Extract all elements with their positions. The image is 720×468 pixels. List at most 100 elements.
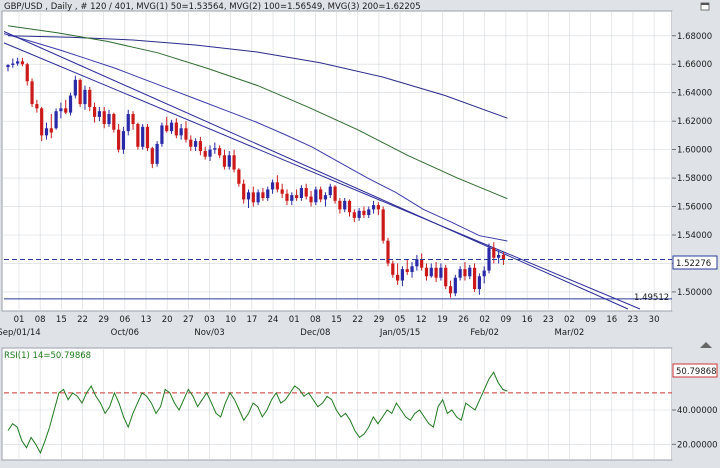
- bullish-candle: [44, 122, 49, 140]
- candle-body: [92, 106, 97, 117]
- candle-body: [396, 274, 400, 281]
- bearish-candle: [261, 188, 265, 201]
- candle-body: [83, 89, 87, 105]
- candle-body: [266, 189, 270, 198]
- date-tick-label: 08: [35, 315, 46, 325]
- candle-body: [222, 155, 227, 167]
- rsi-tick-label: 40.00000: [677, 406, 718, 416]
- candle-body: [198, 141, 202, 152]
- date-tick-label: 15: [56, 315, 67, 325]
- bearish-candle: [150, 146, 154, 169]
- candle-body: [97, 111, 101, 117]
- bullish-candle: [16, 57, 20, 66]
- candle-body: [290, 195, 294, 201]
- month-tick-label: Oct/06: [111, 328, 139, 338]
- date-tick-label: 17: [246, 315, 257, 325]
- date-tick-label: 20: [162, 315, 173, 325]
- candle-body: [477, 276, 481, 290]
- candle-body: [189, 139, 193, 147]
- bullish-candle: [73, 75, 77, 99]
- bearish-candle: [88, 87, 92, 112]
- date-tick-label: 05: [395, 315, 406, 325]
- candle-body: [420, 259, 424, 268]
- candle-body: [40, 108, 44, 136]
- bullish-candle: [497, 250, 501, 264]
- candle-body: [405, 269, 409, 272]
- trend-lines: [3, 31, 641, 310]
- bullish-candle: [429, 263, 433, 278]
- bullish-candle: [193, 138, 198, 152]
- candle-body: [343, 200, 347, 210]
- moving-averages: [3, 25, 508, 242]
- bearish-candle: [386, 237, 390, 267]
- bullish-candle: [482, 266, 486, 284]
- candle-body: [309, 196, 313, 203]
- bullish-candle: [126, 109, 130, 136]
- candle-body: [68, 95, 73, 113]
- bullish-candle: [54, 108, 58, 130]
- bullish-candle: [415, 254, 419, 271]
- candle-body: [73, 79, 77, 96]
- candle-body: [213, 148, 217, 150]
- mvg2-100-line: [7, 25, 508, 200]
- date-tick-label: 16: [522, 315, 533, 325]
- bullish-candle: [343, 198, 347, 213]
- month-tick-label: Jan/05/15: [379, 328, 420, 338]
- bearish-candle: [376, 202, 380, 216]
- candle-body: [319, 189, 323, 200]
- candle-body: [184, 128, 188, 140]
- bearish-candle: [218, 145, 222, 159]
- collapse-icon[interactable]: [700, 342, 712, 348]
- bullish-candle: [169, 119, 174, 134]
- bearish-candle: [338, 198, 342, 214]
- bearish-candle: [92, 102, 97, 123]
- date-tick-label: 12: [416, 315, 427, 325]
- bearish-candle: [102, 106, 106, 129]
- bars-label: # 120 / 401: [80, 2, 131, 12]
- bearish-candle: [448, 280, 453, 298]
- date-tick-label: 01: [289, 315, 300, 325]
- candle-body: [112, 114, 116, 130]
- month-tick-label: Mar/02: [555, 328, 585, 338]
- bearish-candle: [251, 186, 255, 207]
- bullish-candle: [107, 109, 111, 127]
- candle-body: [482, 270, 486, 277]
- candle-body: [381, 209, 385, 241]
- support-level-value: 1.49512: [634, 293, 669, 303]
- bullish-candle: [487, 243, 491, 274]
- candle-body: [424, 267, 429, 277]
- candle-body: [261, 192, 265, 198]
- rsi-value-badge: 50.79868: [672, 363, 718, 378]
- candle-body: [237, 169, 241, 184]
- bearish-candle: [131, 111, 135, 130]
- maximize-icon[interactable]: [700, 2, 710, 11]
- rsi-label: RSI(1) 14=50.79868: [4, 351, 91, 361]
- candle-body: [107, 114, 111, 124]
- date-tick-labels: 01 08 15 22 29 06 13 20 27 03 10 17 24 01 08 15 22 29 05 12…: [0, 315, 660, 338]
- bearish-candle: [304, 183, 308, 200]
- date-tick-label: 19: [437, 315, 448, 325]
- bearish-candle: [49, 114, 53, 139]
- candle-body: [434, 267, 438, 278]
- candle-body: [285, 193, 289, 201]
- price-tick-label: 1.50000: [677, 288, 712, 298]
- candle-body: [165, 125, 169, 132]
- candle-body: [280, 189, 284, 194]
- date-tick-label: 03: [204, 315, 215, 325]
- bearish-candle: [391, 260, 395, 278]
- mvg1-50-line: [3, 33, 508, 242]
- candle-body: [400, 269, 405, 281]
- candle-body: [386, 240, 390, 264]
- bullish-candle: [83, 85, 87, 110]
- candle-body: [44, 128, 49, 136]
- bullish-candle: [155, 141, 159, 167]
- bullish-candle: [367, 206, 371, 218]
- candle-body: [444, 267, 448, 287]
- date-tick-label: 15: [331, 315, 342, 325]
- bullish-candle: [256, 189, 260, 206]
- candle-body: [117, 129, 121, 150]
- candle-body: [11, 63, 15, 65]
- date-tick-label: 09: [500, 315, 511, 325]
- bullish-candle: [453, 274, 457, 297]
- price-tick-label: 1.56000: [677, 203, 712, 213]
